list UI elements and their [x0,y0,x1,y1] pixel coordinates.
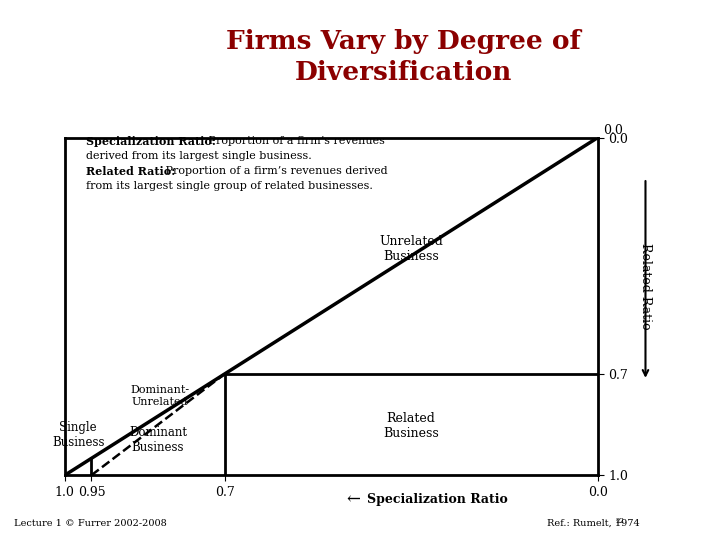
Text: Dominant-
Unrelated: Dominant- Unrelated [130,385,189,407]
Text: from its largest single group of related businesses.: from its largest single group of related… [86,181,373,192]
Text: Single
Business: Single Business [52,421,104,449]
Text: ←: ← [346,491,360,508]
Text: Firms Vary by Degree of
Diversification: Firms Vary by Degree of Diversification [226,29,580,85]
Text: Specialization Ratio: Specialization Ratio [367,493,508,506]
Text: Unrelated
Business: Unrelated Business [379,235,443,263]
Text: derived from its largest single business.: derived from its largest single business… [86,151,312,161]
Text: Ref.: Rumelt, 1974: Ref.: Rumelt, 1974 [547,519,640,528]
Text: Lecture 1 © Furrer 2002-2008: Lecture 1 © Furrer 2002-2008 [14,519,167,528]
Text: 0.0: 0.0 [603,124,624,137]
Text: 22: 22 [616,517,625,525]
Text: Related Ratio: Related Ratio [639,243,652,329]
Text: Proportion of a firm’s revenues derived: Proportion of a firm’s revenues derived [162,166,387,177]
Text: Related
Business: Related Business [383,412,439,440]
Text: Proportion of a firm’s revenues: Proportion of a firm’s revenues [205,136,385,146]
Text: Related Ratio:: Related Ratio: [86,166,176,177]
Text: Dominant
Business: Dominant Business [129,426,187,454]
Text: Specialization Ratio:: Specialization Ratio: [86,136,216,147]
